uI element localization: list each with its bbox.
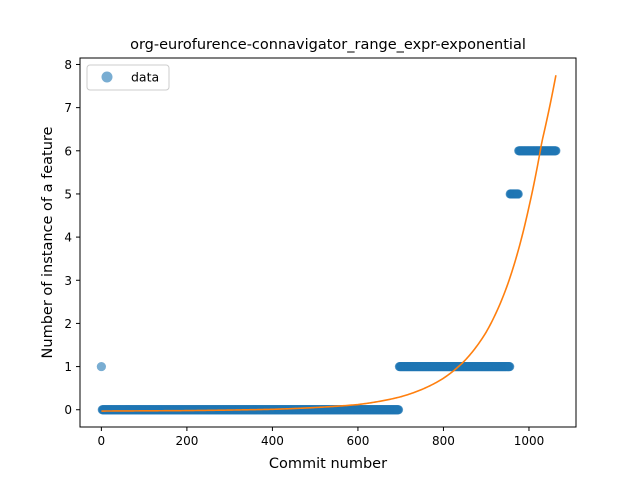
scatter-point — [96, 361, 106, 372]
y-tick-label: 6 — [64, 144, 72, 158]
legend: data — [86, 64, 170, 91]
scatter-point — [551, 146, 561, 156]
x-tick-label: 800 — [432, 434, 455, 448]
y-axis-ticks: 0 1 2 3 4 5 6 7 8 — [64, 58, 80, 417]
scatter-point — [513, 189, 523, 199]
legend-box — [86, 64, 170, 91]
y-tick-label: 1 — [64, 360, 72, 374]
x-axis-ticks: 0 200 400 600 800 1000 — [98, 427, 545, 448]
x-tick-label: 400 — [261, 434, 284, 448]
x-tick-label: 1000 — [514, 434, 545, 448]
scatter-point — [393, 405, 404, 415]
x-tick-label: 600 — [346, 434, 369, 448]
y-tick-label: 5 — [64, 187, 72, 201]
y-axis-label: Number of instance of a feature — [40, 126, 56, 358]
y-tick-label: 7 — [64, 101, 72, 115]
axes-frame — [79, 57, 577, 428]
y-tick-label: 2 — [64, 317, 72, 331]
x-axis-label: Commit number — [269, 456, 387, 472]
legend-marker-data — [101, 71, 113, 83]
scatter-point — [505, 361, 515, 372]
data-layer — [96, 75, 561, 415]
y-tick-label: 3 — [64, 274, 72, 288]
y-tick-label: 0 — [64, 403, 72, 417]
x-tick-label: 200 — [175, 434, 198, 448]
y-tick-label: 4 — [64, 231, 72, 245]
y-tick-label: 8 — [64, 58, 72, 72]
legend-label-data: data — [131, 70, 159, 85]
fit-line-exponential — [101, 75, 557, 412]
chart-title: org-eurofurence-connavigator_range_expr-… — [130, 37, 526, 53]
x-tick-label: 0 — [98, 434, 106, 448]
plot-area — [80, 58, 576, 427]
